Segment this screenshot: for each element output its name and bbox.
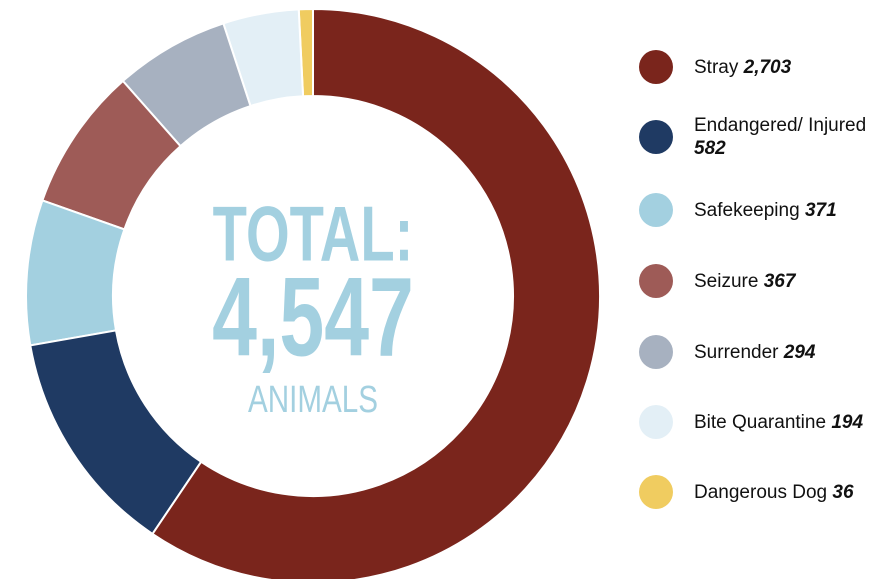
- center-total: 4,547: [212, 255, 414, 380]
- value-label: 294: [783, 341, 816, 363]
- value-label: 36: [832, 481, 854, 503]
- slice: [41, 79, 182, 231]
- legend-text: Surrender 294: [694, 341, 869, 364]
- value-label: 582: [694, 138, 726, 159]
- slice: [121, 22, 252, 148]
- value-label: 194: [831, 411, 864, 433]
- legend-item: Surrender 294: [639, 335, 869, 369]
- legend-swatch: [639, 405, 673, 439]
- legend-label: Endangered/ Injured: [694, 115, 867, 136]
- legend-item: Stray 2,703: [639, 50, 869, 84]
- slice: [29, 329, 203, 536]
- center-unit: ANIMALS: [248, 379, 378, 421]
- legend-label: Stray: [694, 56, 739, 78]
- legend-text: Safekeeping 371: [694, 199, 869, 222]
- legend-item: Endangered/ Injured 582: [639, 114, 869, 160]
- legend-item: Bite Quarantine 194: [639, 405, 869, 439]
- value-label: 367: [763, 270, 796, 292]
- legend-text: Dangerous Dog 36: [694, 481, 869, 504]
- legend-swatch: [639, 120, 673, 154]
- slice: [25, 199, 126, 347]
- legend-label: Seizure: [694, 270, 759, 292]
- legend-swatch: [639, 475, 673, 509]
- legend-swatch: [639, 264, 673, 298]
- legend-item: Dangerous Dog 36: [639, 475, 869, 509]
- legend-item: Safekeeping 371: [639, 193, 869, 227]
- legend-text: Endangered/ Injured 582: [694, 114, 869, 160]
- legend-item: Seizure 367: [639, 264, 869, 298]
- value-label: 2,703: [743, 56, 792, 78]
- legend-swatch: [639, 193, 673, 227]
- value-label: 371: [804, 199, 837, 221]
- legend-text: Stray 2,703: [694, 56, 869, 79]
- legend-swatch: [639, 50, 673, 84]
- slice: [151, 7, 602, 579]
- legend-swatch: [639, 335, 673, 369]
- legend-label: Safekeeping: [694, 199, 800, 221]
- legend-label: Bite Quarantine: [694, 411, 827, 433]
- legend-label: Dangerous Dog: [694, 481, 828, 503]
- center-title: TOTAL:: [213, 191, 414, 278]
- legend-text: Bite Quarantine 194: [694, 411, 869, 434]
- legend-text: Seizure 367: [694, 270, 869, 293]
- chart: TOTAL: 4,547 ANIMALS: [25, 7, 602, 579]
- legend-label: Surrender: [694, 341, 779, 363]
